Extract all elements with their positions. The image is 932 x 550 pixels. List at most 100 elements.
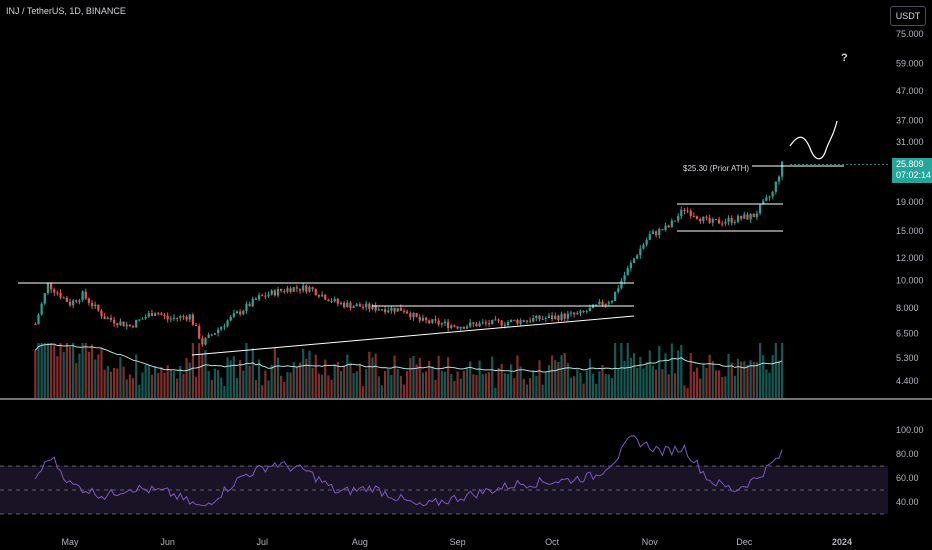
- candle-body: [172, 317, 176, 319]
- candle-body: [349, 302, 352, 308]
- candle-body: [106, 317, 109, 320]
- candle-body: [251, 298, 254, 307]
- candle-body: [150, 313, 154, 316]
- volume-bar: [198, 343, 201, 398]
- volume-bar: [377, 376, 380, 398]
- volume-bar: [305, 358, 308, 398]
- volume-bar: [506, 373, 510, 398]
- volume-bar: [664, 353, 667, 398]
- price-tick-label: 75.000: [896, 29, 924, 39]
- volume-bar: [276, 357, 280, 398]
- volume-bar: [239, 359, 242, 398]
- volume-bar: [116, 368, 119, 398]
- volume-bar: [324, 359, 327, 398]
- volume-bar: [292, 361, 295, 398]
- candle-body: [361, 306, 365, 308]
- candle-body: [261, 295, 264, 297]
- candle-body: [390, 307, 393, 311]
- candle-body: [528, 320, 532, 322]
- price-tick-label: 12.000: [896, 253, 924, 263]
- volume-bar: [708, 354, 711, 398]
- volume-bar: [686, 388, 689, 398]
- candle-body: [232, 313, 235, 317]
- candle-body: [551, 315, 554, 320]
- candle-body: [459, 326, 462, 329]
- volume-bar: [560, 355, 563, 398]
- volume-bar: [267, 380, 270, 398]
- volume-bar: [743, 361, 746, 398]
- volume-bar: [573, 376, 576, 398]
- volume-bar: [481, 374, 484, 398]
- volume-bar: [541, 384, 544, 398]
- candle-body: [194, 324, 198, 327]
- volume-bar: [311, 367, 314, 398]
- volume-bar: [746, 364, 749, 398]
- volume-bar: [718, 370, 721, 398]
- candle-body: [623, 275, 626, 281]
- volume-bar: [100, 348, 103, 398]
- candle-body: [295, 287, 298, 289]
- candle-body: [62, 297, 65, 299]
- volume-bar: [383, 370, 387, 398]
- volume-bar: [65, 343, 68, 398]
- volume-bar: [418, 357, 421, 398]
- volume-bar: [610, 378, 614, 398]
- volume-bar: [648, 350, 651, 398]
- time-tick-label: Jun: [160, 537, 175, 547]
- candle-body: [478, 323, 481, 327]
- volume-bar: [194, 376, 198, 398]
- candle-body: [53, 289, 56, 293]
- candle-body: [204, 337, 207, 345]
- candle-body: [210, 334, 213, 336]
- candle-body: [673, 220, 677, 222]
- candle-body: [40, 303, 43, 315]
- volume-bar: [689, 353, 692, 398]
- candle-body: [213, 333, 217, 335]
- candle-body: [201, 338, 204, 345]
- candle-body: [84, 291, 87, 299]
- candle-body: [689, 210, 692, 216]
- candle-body: [506, 322, 510, 325]
- currency-button[interactable]: USDT: [890, 6, 926, 26]
- candle-body: [147, 313, 150, 317]
- candle-body: [160, 313, 163, 315]
- candle-body: [677, 216, 680, 221]
- candle-body: [34, 324, 37, 326]
- prior-ath-label: $25.30 (Prior ATH): [683, 164, 750, 173]
- candle-body: [573, 312, 576, 315]
- volume-bar: [642, 368, 645, 398]
- price-tick-label: 4.400: [896, 376, 919, 386]
- symbol-title: INJ / TetherUS, 1D, BINANCE: [6, 6, 126, 16]
- volume-bar: [437, 355, 440, 398]
- candle-body: [273, 290, 276, 296]
- candle-body: [443, 321, 447, 324]
- candle-body: [264, 295, 267, 297]
- candle-body: [667, 225, 670, 228]
- time-tick-label: Nov: [642, 537, 659, 547]
- candle-body: [78, 300, 81, 302]
- volume-bar: [125, 379, 128, 398]
- volume-bar: [346, 354, 349, 398]
- candle-body: [179, 316, 182, 319]
- candle-body: [339, 302, 343, 304]
- volume-bar: [191, 343, 194, 398]
- volume-bar: [434, 379, 437, 398]
- candle-body: [113, 319, 116, 324]
- candle-body: [75, 300, 78, 302]
- candle-body: [46, 283, 50, 294]
- price-tick-label: 5.300: [896, 353, 919, 363]
- volume-bar: [500, 363, 503, 398]
- volume-bar: [81, 343, 84, 398]
- candle-body: [125, 324, 128, 327]
- volume-bar: [443, 371, 447, 398]
- volume-bar: [503, 373, 506, 398]
- volume-bar: [216, 369, 220, 398]
- candle-body: [557, 315, 560, 321]
- volume-bar: [40, 343, 43, 398]
- candle-body: [544, 317, 547, 319]
- volume-bar: [90, 344, 94, 398]
- volume-bar: [673, 373, 677, 398]
- volume-bar: [374, 353, 377, 398]
- candle-body: [226, 320, 229, 327]
